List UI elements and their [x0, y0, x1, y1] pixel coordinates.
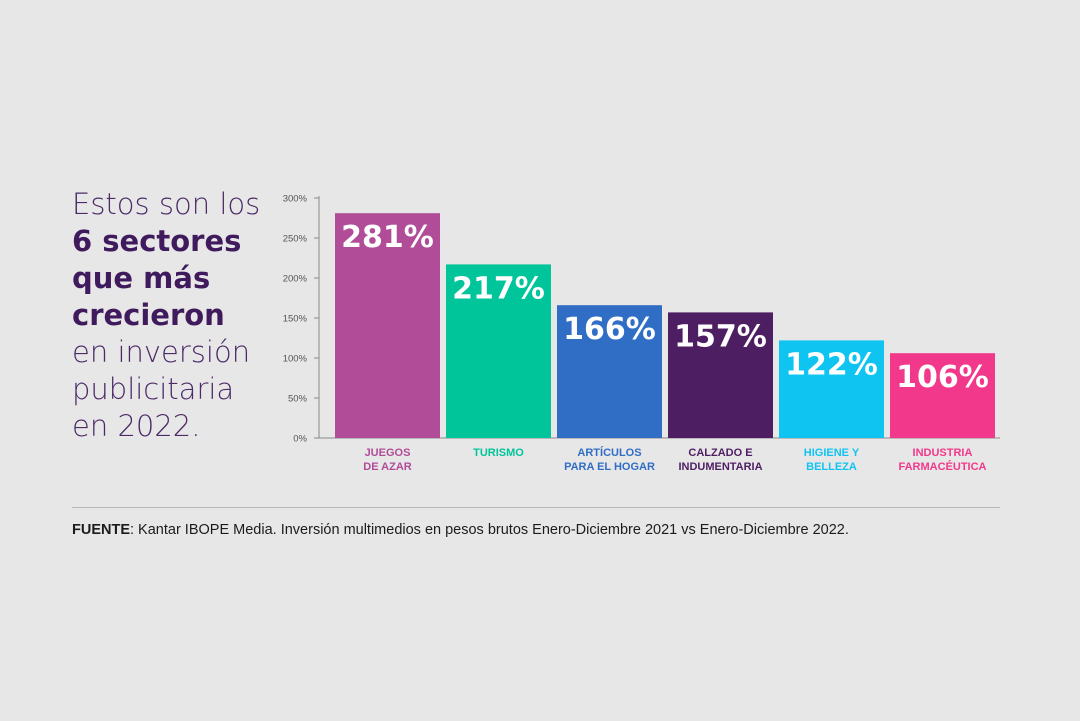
- bar: [779, 340, 884, 438]
- y-tick-label: 250%: [283, 234, 308, 245]
- source-text: : Kantar IBOPE Media. Inversión multimed…: [130, 522, 849, 538]
- category-label: FARMACÉUTICA: [899, 460, 987, 473]
- y-tick-label: 200%: [283, 274, 308, 285]
- headline: Estos son los 6 sectores que más crecier…: [72, 186, 272, 445]
- category-label: HIGIENE Y: [804, 447, 860, 459]
- category-label: PARA EL HOGAR: [564, 461, 655, 473]
- bar-value-label: 217%: [452, 271, 545, 306]
- bar-value-label: 157%: [674, 319, 767, 354]
- headline-line: Estos son los: [72, 187, 261, 221]
- category-label: INDUMENTARIA: [678, 461, 762, 473]
- category-label: TURISMO: [473, 447, 524, 459]
- category-label: DE AZAR: [363, 461, 412, 473]
- headline-line: en inversión: [72, 335, 251, 369]
- category-label: ARTÍCULOS: [577, 446, 641, 459]
- y-tick-label: 300%: [283, 194, 308, 205]
- source-label: FUENTE: [72, 522, 130, 538]
- y-tick-label: 100%: [283, 354, 308, 365]
- bar: [557, 305, 662, 438]
- headline-line: crecieron: [72, 298, 225, 332]
- bar-value-label: 281%: [341, 220, 434, 255]
- bar: [335, 213, 440, 438]
- bar: [890, 353, 995, 438]
- headline-line: publicitaria: [72, 372, 235, 406]
- bar-value-label: 122%: [785, 347, 878, 382]
- bar: [446, 264, 551, 438]
- headline-line: 6 sectores: [72, 224, 242, 258]
- category-label: JUEGOS: [365, 447, 411, 459]
- y-tick-label: 0%: [293, 434, 307, 445]
- divider: [72, 507, 1000, 508]
- bar-value-label: 106%: [896, 360, 989, 395]
- category-label: BELLEZA: [806, 461, 857, 473]
- category-label: INDUSTRIA: [913, 447, 973, 459]
- bar-chart: 0% 50% 100% 150% 200% 250% 300% 281% JUEGOS DE AZ…: [283, 194, 1000, 473]
- category-label: CALZADO E: [688, 447, 752, 459]
- y-tick-label: 150%: [283, 314, 308, 325]
- y-tick-label: 50%: [288, 394, 308, 405]
- bar: [668, 312, 773, 438]
- headline-line: que más: [72, 261, 211, 295]
- source-note: FUENTE: Kantar IBOPE Media. Inversión mu…: [72, 522, 1012, 538]
- bar-value-label: 166%: [563, 312, 656, 347]
- headline-line: en 2022.: [72, 409, 201, 443]
